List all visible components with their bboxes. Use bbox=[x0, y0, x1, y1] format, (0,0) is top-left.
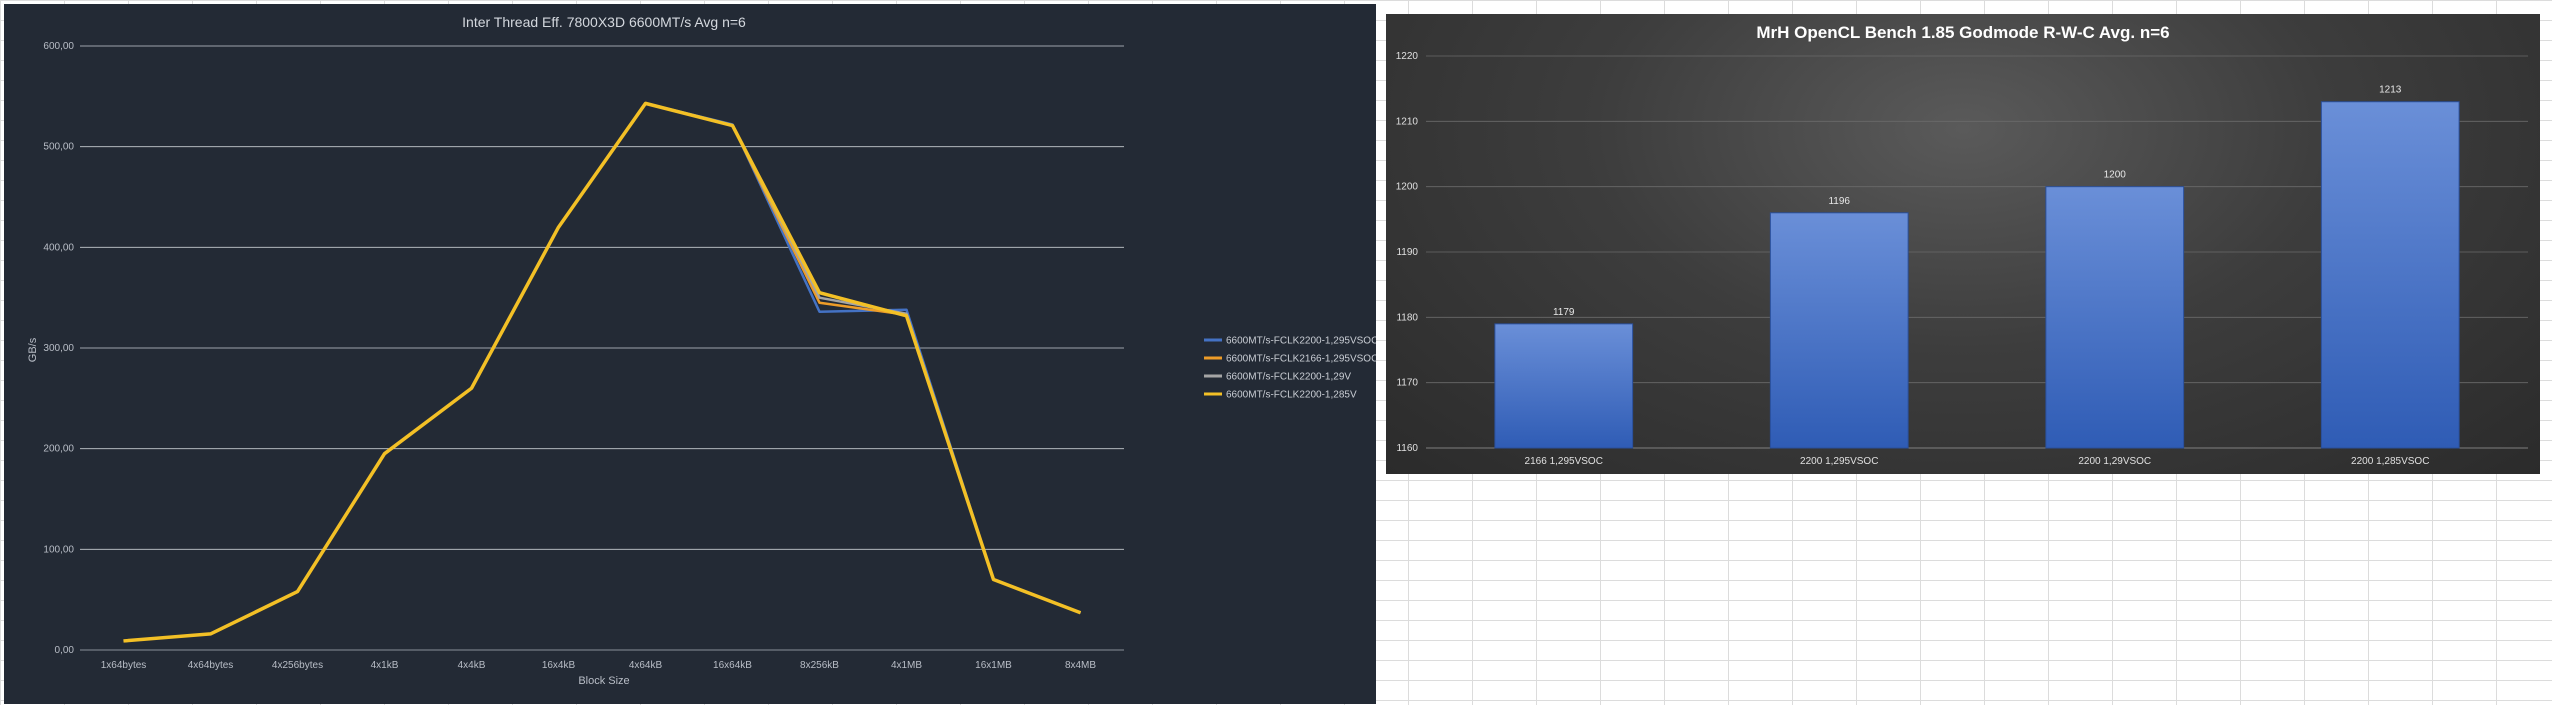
legend-entry: 6600MT/s-FCLK2200-1,285V bbox=[1226, 390, 1357, 401]
x-tick-label: 16x1MB bbox=[975, 660, 1012, 671]
data-label: 1196 bbox=[1828, 196, 1850, 207]
y-gridlines bbox=[80, 45, 1124, 651]
bar-chart: MrH OpenCL Bench 1.85 Godmode R-W-C Avg.… bbox=[1396, 23, 2528, 467]
series-line bbox=[123, 101, 1082, 643]
legend-entry: 6600MT/s-FCLK2166-1,295VSOC bbox=[1226, 354, 1376, 365]
data-label: 1213 bbox=[2379, 85, 2402, 96]
x-tick-label: 4x64kB bbox=[629, 660, 663, 671]
x-tick-label: 8x4MB bbox=[1065, 660, 1096, 671]
y-tick-label: 1180 bbox=[1396, 312, 1418, 323]
bar bbox=[1494, 323, 1634, 449]
data-label: 1179 bbox=[1553, 307, 1575, 318]
x-tick-label: 2200 1,285VSOC bbox=[2351, 456, 2429, 467]
y-tick-label: 1170 bbox=[1396, 378, 1418, 389]
x-tick-label: 4x1kB bbox=[371, 660, 399, 671]
x-tick-label: 4x64bytes bbox=[188, 660, 234, 671]
x-tick-label: 16x4kB bbox=[542, 660, 576, 671]
x-tick-label: 2200 1,29VSOC bbox=[2078, 456, 2151, 467]
x-tick-label: 8x256kB bbox=[800, 660, 839, 671]
chart-title: Inter Thread Eff. 7800X3D 6600MT/s Avg n… bbox=[462, 14, 746, 30]
bar-chart-panel[interactable]: MrH OpenCL Bench 1.85 Godmode R-W-C Avg.… bbox=[1386, 14, 2540, 474]
y-tick-labels: 1160 1170 1180 1190 1200 1210 1220 bbox=[1396, 51, 1419, 454]
y-tick-label: 1210 bbox=[1396, 116, 1419, 127]
x-tick-label: 2200 1,295VSOC bbox=[1800, 456, 1878, 467]
x-tick-label: 4x1MB bbox=[891, 660, 922, 671]
line-chart: Inter Thread Eff. 7800X3D 6600MT/s Avg n… bbox=[27, 14, 1376, 687]
y-tick-label: 500,00 bbox=[43, 142, 74, 153]
x-tick-labels: 1x64bytes 4x64bytes 4x256bytes 4x1kB 4x4kB 16… bbox=[101, 660, 1097, 671]
series-line bbox=[123, 102, 1081, 643]
x-axis-label: Block Size bbox=[578, 675, 629, 687]
y-tick-label: 600,00 bbox=[43, 41, 74, 52]
chart-title: MrH OpenCL Bench 1.85 Godmode R-W-C Avg.… bbox=[1756, 23, 2169, 42]
series-line bbox=[123, 102, 1081, 643]
x-tick-label: 2166 1,295VSOC bbox=[1525, 456, 1603, 467]
x-tick-label: 16x64kB bbox=[713, 660, 752, 671]
series-lines bbox=[123, 101, 1082, 643]
x-tick-label: 1x64bytes bbox=[101, 660, 147, 671]
y-tick-label: 400,00 bbox=[43, 242, 74, 253]
y-axis-label: GB/s bbox=[27, 337, 39, 362]
y-tick-label: 100,00 bbox=[43, 544, 74, 555]
bar bbox=[1769, 212, 1909, 449]
series-line bbox=[123, 102, 1081, 643]
y-tick-label: 1160 bbox=[1396, 443, 1418, 454]
bar bbox=[2320, 101, 2460, 449]
legend: 6600MT/s-FCLK2200-1,295VSOC 6600MT/s-FCLK… bbox=[1204, 336, 1376, 401]
x-tick-label: 4x4kB bbox=[458, 660, 486, 671]
line-chart-panel[interactable]: Inter Thread Eff. 7800X3D 6600MT/s Avg n… bbox=[4, 4, 1376, 704]
bars bbox=[1494, 101, 2460, 449]
x-tick-label: 4x256bytes bbox=[272, 660, 323, 671]
y-tick-label: 1190 bbox=[1396, 247, 1418, 258]
data-labels: 1179 1196 1200 1213 bbox=[1553, 85, 2402, 318]
x-tick-labels: 2166 1,295VSOC 2200 1,295VSOC 2200 1,29VSO… bbox=[1525, 456, 2430, 467]
y-tick-label: 0,00 bbox=[55, 645, 75, 656]
data-label: 1200 bbox=[2104, 170, 2127, 181]
y-tick-label: 1200 bbox=[1396, 182, 1419, 193]
y-tick-label: 1220 bbox=[1396, 51, 1419, 62]
bar bbox=[2045, 186, 2185, 449]
y-tick-label: 200,00 bbox=[43, 444, 74, 455]
legend-entry: 6600MT/s-FCLK2200-1,295VSOC bbox=[1226, 336, 1376, 347]
legend-entry: 6600MT/s-FCLK2200-1,29V bbox=[1226, 372, 1351, 383]
y-tick-labels: 0,00 100,00 200,00 300,00 400,00 500,00 600,00 bbox=[43, 41, 74, 656]
y-tick-label: 300,00 bbox=[43, 343, 74, 354]
